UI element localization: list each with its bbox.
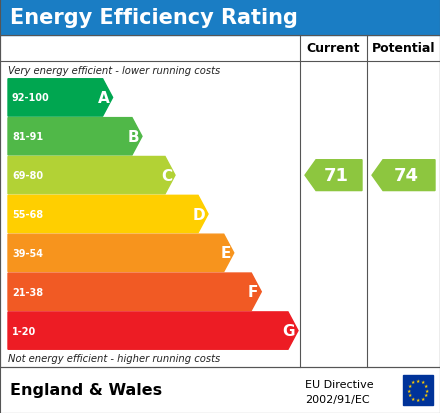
Text: Energy Efficiency Rating: Energy Efficiency Rating bbox=[10, 8, 298, 28]
Text: 92-100: 92-100 bbox=[12, 93, 50, 103]
Bar bbox=[403, 375, 433, 405]
Text: ★: ★ bbox=[421, 396, 425, 401]
Text: B: B bbox=[127, 129, 139, 145]
Polygon shape bbox=[372, 160, 435, 191]
Text: ★: ★ bbox=[421, 380, 425, 385]
Text: F: F bbox=[248, 285, 258, 299]
Text: 1-20: 1-20 bbox=[12, 326, 36, 336]
Text: ★: ★ bbox=[408, 383, 412, 388]
Text: Not energy efficient - higher running costs: Not energy efficient - higher running co… bbox=[8, 354, 220, 363]
Text: C: C bbox=[161, 168, 172, 183]
Text: D: D bbox=[192, 207, 205, 222]
Text: 69-80: 69-80 bbox=[12, 171, 43, 181]
Text: England & Wales: England & Wales bbox=[10, 382, 162, 398]
Text: EU Directive: EU Directive bbox=[305, 380, 374, 389]
Polygon shape bbox=[8, 80, 113, 117]
Polygon shape bbox=[8, 196, 208, 233]
Polygon shape bbox=[8, 312, 298, 349]
Text: ★: ★ bbox=[416, 397, 420, 402]
Text: Potential: Potential bbox=[372, 43, 435, 55]
Polygon shape bbox=[305, 160, 362, 191]
Text: 2002/91/EC: 2002/91/EC bbox=[305, 394, 370, 404]
Text: G: G bbox=[282, 323, 295, 338]
Text: ★: ★ bbox=[411, 396, 415, 401]
Bar bbox=[0, 36, 440, 367]
Text: ★: ★ bbox=[425, 387, 429, 392]
Text: ★: ★ bbox=[407, 387, 411, 392]
Text: 21-38: 21-38 bbox=[12, 287, 43, 297]
Polygon shape bbox=[8, 235, 234, 272]
Text: 39-54: 39-54 bbox=[12, 248, 43, 258]
Polygon shape bbox=[8, 273, 261, 311]
Polygon shape bbox=[8, 157, 175, 195]
Text: 55-68: 55-68 bbox=[12, 209, 43, 219]
Bar bbox=[0, 0, 440, 36]
Text: 81-91: 81-91 bbox=[12, 132, 43, 142]
Text: A: A bbox=[98, 91, 110, 106]
Text: ★: ★ bbox=[408, 392, 412, 397]
Text: E: E bbox=[220, 246, 231, 261]
Text: ★: ★ bbox=[424, 383, 428, 388]
Text: 71: 71 bbox=[324, 167, 349, 185]
Text: ★: ★ bbox=[424, 392, 428, 397]
Polygon shape bbox=[8, 118, 142, 156]
Text: ★: ★ bbox=[411, 380, 415, 385]
Text: Very energy efficient - lower running costs: Very energy efficient - lower running co… bbox=[8, 65, 220, 75]
Text: 74: 74 bbox=[394, 167, 419, 185]
Text: Current: Current bbox=[307, 43, 360, 55]
Text: ★: ★ bbox=[416, 378, 420, 383]
